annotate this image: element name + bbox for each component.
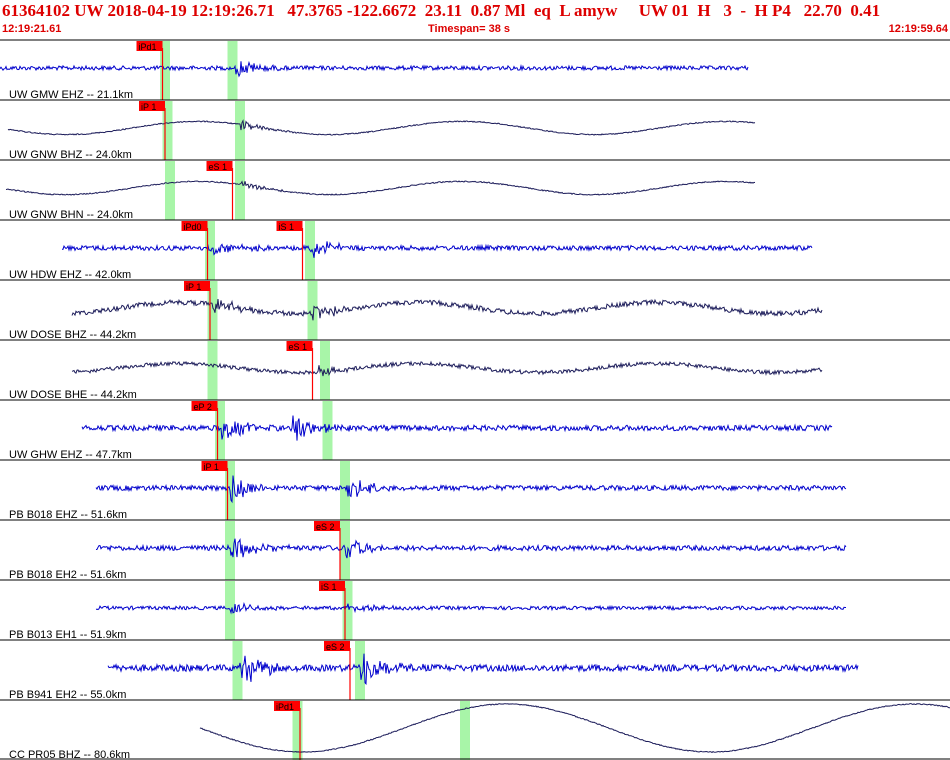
phase-window: [342, 581, 353, 640]
station-label: UW GMW EHZ -- 21.1km: [9, 89, 133, 101]
phase-window: [227, 41, 238, 100]
pick-label-box[interactable]: [191, 401, 218, 411]
trace-row[interactable]: iP 1 UW GNW BHZ -- 24.0km: [0, 99, 950, 161]
pick-label-box[interactable]: [184, 281, 210, 291]
pick-label: iP 1: [141, 102, 156, 112]
end-time-label: 12:19:59.64: [888, 23, 948, 35]
station-label: UW DOSE BHZ -- 44.2km: [9, 329, 136, 341]
trace-row[interactable]: eS 1 UW GNW BHN -- 24.0km: [0, 159, 950, 221]
pick-label-box[interactable]: [314, 521, 340, 531]
trace-row[interactable]: iS 1 PB B013 EH1 -- 51.9km: [0, 579, 950, 641]
timespan-label: Timespan= 38 s: [428, 23, 511, 35]
pick-label: iP 1: [204, 462, 219, 472]
pick-label-box[interactable]: [181, 221, 208, 231]
station-label: UW GHW EHZ -- 47.7km: [9, 449, 132, 461]
phase-window: [340, 461, 350, 520]
pick-label: iPd1: [276, 702, 294, 712]
pick-label: iS 1: [321, 582, 337, 592]
pick-label: eS 2: [326, 642, 345, 652]
pick-label: iPd0: [184, 222, 202, 232]
event-summary-line: 61364102 UW 2018-04-19 12:19:26.71 47.37…: [2, 1, 881, 20]
waveform: [61, 241, 813, 258]
phase-window: [235, 101, 245, 160]
waveform: [71, 360, 823, 377]
start-time-label: 12:19:21.61: [2, 23, 62, 35]
phase-window: [292, 701, 303, 760]
pick-label-box[interactable]: [136, 41, 163, 51]
waveform: [81, 415, 833, 441]
pick-label-box[interactable]: [139, 101, 165, 111]
phase-window: [235, 161, 245, 220]
waveform: [5, 180, 756, 196]
station-label: UW GNW BHZ -- 24.0km: [9, 149, 132, 161]
waveform: [199, 703, 950, 754]
waveform: [71, 298, 823, 321]
phase-window: [320, 341, 330, 400]
pick-label: iS 1: [279, 222, 295, 232]
pick-label: iP 1: [186, 282, 201, 292]
station-label: PB B941 EH2 -- 55.0km: [9, 689, 126, 701]
trace-row[interactable]: iPd1 UW GMW EHZ -- 21.1km: [0, 39, 950, 101]
phase-window: [207, 341, 218, 400]
station-label: PB B018 EH2 -- 51.6km: [9, 569, 126, 581]
station-label: CC PR05 BHZ -- 80.6km: [9, 749, 130, 760]
pick-label-box[interactable]: [276, 221, 303, 231]
pick-label: eS 1: [209, 162, 228, 172]
pick-label-box[interactable]: [274, 701, 300, 711]
station-label: PB B018 EHZ -- 51.6km: [9, 509, 127, 521]
waveform: [7, 119, 756, 136]
station-label: UW GNW BHN -- 24.0km: [9, 209, 133, 221]
waveform: [107, 653, 859, 685]
trace-row[interactable]: eP 2 UW GHW EHZ -- 47.7km: [0, 399, 950, 461]
trace-row[interactable]: eS 2 PB B941 EH2 -- 55.0km: [0, 639, 950, 701]
trace-row[interactable]: iPd0 iS 1 UW HDW EHZ -- 42.0km: [0, 219, 950, 281]
pick-label-box[interactable]: [201, 461, 228, 471]
waveform: [0, 60, 749, 78]
trace-row[interactable]: iP 1 PB B018 EHZ -- 51.6km: [0, 459, 950, 521]
station-label: UW DOSE BHE -- 44.2km: [9, 389, 137, 401]
pick-label-box[interactable]: [319, 581, 345, 591]
pick-label-box[interactable]: [324, 641, 350, 651]
phase-window: [460, 701, 470, 760]
pick-label: iPd1: [139, 42, 157, 52]
pick-label-box[interactable]: [286, 341, 313, 351]
phase-window: [162, 101, 173, 160]
trace-row[interactable]: iP 1 UW DOSE BHZ -- 44.2km: [0, 279, 950, 341]
event-header: 61364102 UW 2018-04-19 12:19:26.71 47.37…: [0, 0, 950, 40]
station-label: UW HDW EHZ -- 42.0km: [9, 269, 131, 281]
trace-row[interactable]: eS 1 UW DOSE BHE -- 44.2km: [0, 339, 950, 401]
phase-window: [307, 281, 318, 340]
phase-window: [165, 161, 175, 220]
phase-window: [232, 641, 243, 700]
waveform: [95, 537, 847, 559]
pick-label-box[interactable]: [206, 161, 233, 171]
waveform: [95, 475, 847, 504]
pick-label: eS 1: [289, 342, 308, 352]
trace-row[interactable]: iPd1 CC PR05 BHZ -- 80.6km: [0, 699, 950, 760]
waveform: [95, 602, 846, 615]
phase-window: [207, 281, 218, 340]
pick-label: eS 2: [316, 522, 335, 532]
pick-label: eP 2: [194, 402, 212, 412]
phase-window: [160, 41, 170, 100]
station-label: PB B013 EH1 -- 51.9km: [9, 629, 126, 641]
trace-row[interactable]: eS 2 PB B018 EH2 -- 51.6km: [0, 519, 950, 581]
phase-window: [215, 401, 225, 460]
